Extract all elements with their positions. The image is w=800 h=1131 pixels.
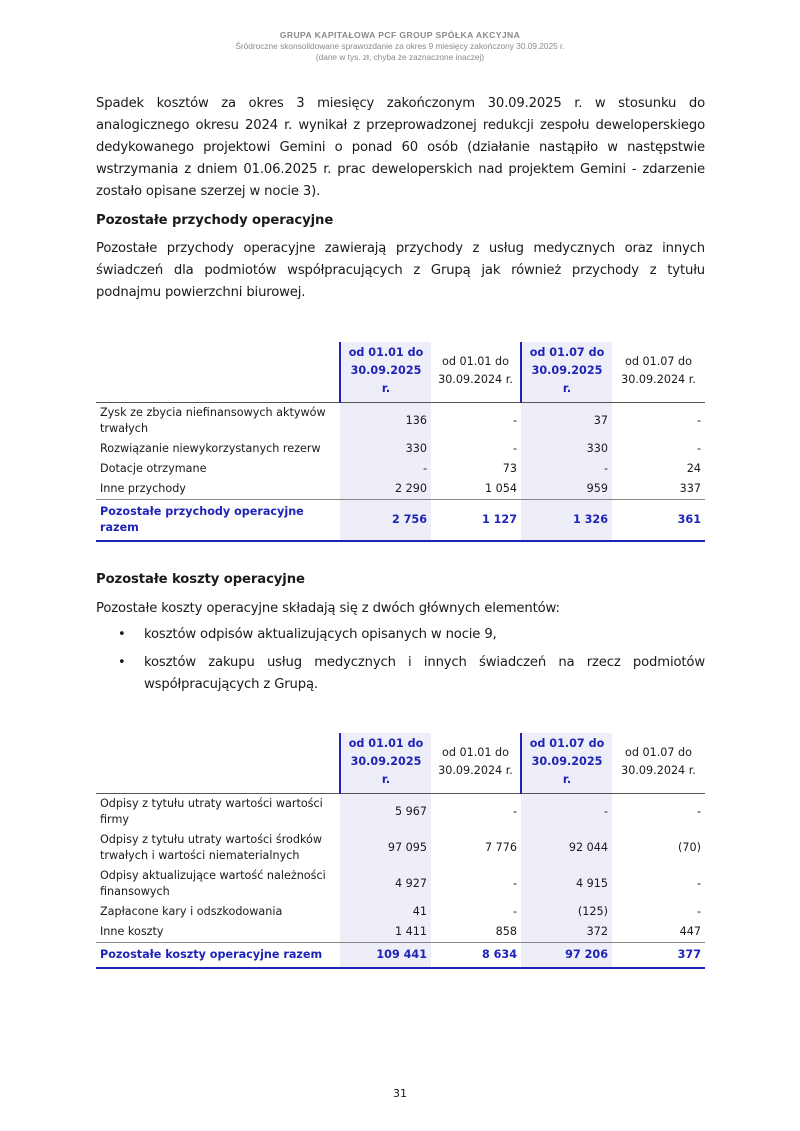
row-label: Zapłacone kary i odszkodowania [100,905,283,918]
income-table-corner [96,342,340,403]
cell-value: 73 [502,462,517,475]
cell-value: - [340,459,431,479]
cell-value: - [512,905,517,918]
cell-value: 136 [340,402,431,439]
cell-value: - [512,414,517,427]
cell-value: - [521,459,612,479]
table-row: Inne koszty 1 411 858 372 447 [96,922,705,943]
income-col-ytd-2025: od 01.01 do 30.09.2025 r. [339,342,431,403]
total-value: 377 [612,942,705,969]
table-row: Odpisy z tytułu utraty wartości środków … [96,830,705,866]
total-value: 97 206 [521,942,612,969]
cell-value: 37 [521,402,612,439]
bullet-icon: • [118,627,126,642]
row-label: Odpisy z tytułu utraty wartości wartości… [100,797,323,826]
cell-value: 97 095 [340,830,431,866]
total-label: Pozostałe przychody operacyjne razem [96,499,340,542]
costs-col-q3-2024: od 01.07 do 30.09.2024 r. [621,746,696,777]
income-col-q3-2025: od 01.07 do 30.09.2025 r. [520,342,612,403]
cell-value: - [521,793,612,830]
table-row: Dotacje otrzymane - 73 - 24 [96,459,705,479]
total-value: 8 634 [431,942,521,969]
cell-value: 92 044 [521,830,612,866]
cell-value: - [696,805,701,818]
row-label: Odpisy z tytułu utraty wartości środków … [100,833,323,862]
table-row: Odpisy aktualizujące wartość należności … [96,866,705,902]
units-note: (dane w tys. zł, chyba że zaznaczone ina… [315,52,485,62]
intro-paragraph: Spadek kosztów za okres 3 miesięcy zakoń… [96,96,705,199]
cell-value: 7 776 [484,841,517,854]
row-label: Odpisy aktualizujące wartość należności … [100,869,326,898]
page-content: Spadek kosztów za okres 3 miesięcy zakoń… [96,93,705,969]
company-name: GRUPA KAPITAŁOWA PCF GROUP SPÓŁKA AKCYJN… [279,30,521,40]
table-row: Zysk ze zbycia niefinansowych aktywów tr… [96,402,705,439]
cell-value: 2 290 [340,479,431,500]
table-row: Zapłacone kary i odszkodowania 41 - (125… [96,902,705,922]
income-col-q3-2024: od 01.07 do 30.09.2024 r. [621,355,696,386]
costs-table-corner [96,733,340,794]
total-value: 109 441 [340,942,431,969]
cell-value: 1 411 [340,922,431,943]
cell-value: 5 967 [340,793,431,830]
costs-col-q3-2025: od 01.07 do 30.09.2025 r. [520,733,612,794]
total-value: 1 127 [431,499,521,542]
row-label: Dotacje otrzymane [100,462,207,475]
income-table-header: od 01.01 do 30.09.2025 r. od 01.01 do 30.0… [96,342,705,403]
cell-value: 858 [495,925,517,938]
cell-value: (70) [678,841,701,854]
income-heading: Pozostałe przychody operacyjne [96,213,334,228]
costs-total-row: Pozostałe koszty operacyjne razem 109 44… [96,942,705,969]
costs-table: od 01.01 do 30.09.2025 r. od 01.01 do 30.0… [96,733,705,969]
cell-value: - [696,905,701,918]
income-paragraph: Pozostałe przychody operacyjne zawierają… [96,241,705,300]
cell-value: 4 915 [521,866,612,902]
costs-bullet-list: • kosztów odpisów aktualizujących opisany… [96,624,705,696]
row-label: Zysk ze zbycia niefinansowych aktywów tr… [100,406,326,435]
cell-value: - [696,414,701,427]
cell-value: - [512,877,517,890]
cell-value: - [512,442,517,455]
cell-value: 4 927 [340,866,431,902]
list-item: • kosztów odpisów aktualizujących opisany… [96,624,705,646]
table-row: Odpisy z tytułu utraty wartości wartości… [96,793,705,830]
cell-value: - [696,442,701,455]
cell-value: (125) [521,902,612,922]
cell-value: 330 [340,439,431,459]
page-header: GRUPA KAPITAŁOWA PCF GROUP SPÓŁKA AKCYJN… [0,29,800,63]
total-value: 361 [612,499,705,542]
total-value: 2 756 [340,499,431,542]
row-label: Inne koszty [100,925,164,938]
row-label: Rozwiązanie niewykorzystanych rezerw [100,442,321,455]
cell-value: 337 [679,482,701,495]
row-label: Inne przychody [100,482,186,495]
cell-value: 959 [521,479,612,500]
cell-value: 372 [521,922,612,943]
cell-value: 330 [521,439,612,459]
cell-value: - [512,805,517,818]
list-item: • kosztów zakupu usług medycznych i innyc… [96,652,705,696]
cell-value: - [696,877,701,890]
costs-table-header: od 01.01 do 30.09.2025 r. od 01.01 do 30.0… [96,733,705,794]
income-col-ytd-2024: od 01.01 do 30.09.2024 r. [438,355,513,386]
total-value: 1 326 [521,499,612,542]
table-row: Rozwiązanie niewykorzystanych rezerw 330… [96,439,705,459]
cell-value: 447 [679,925,701,938]
income-total-row: Pozostałe przychody operacyjne razem 2 7… [96,499,705,542]
page-number: 31 [393,1087,407,1100]
costs-col-ytd-2024: od 01.01 do 30.09.2024 r. [438,746,513,777]
costs-heading: Pozostałe koszty operacyjne [96,572,305,587]
cell-value: 1 054 [484,482,517,495]
costs-paragraph: Pozostałe koszty operacyjne składają się… [96,601,560,616]
total-label: Pozostałe koszty operacyjne razem [96,942,340,969]
costs-col-ytd-2025: od 01.01 do 30.09.2025 r. [339,733,431,794]
bullet-icon: • [118,655,126,670]
report-title: Śródroczne skonsolidowane sprawozdanie z… [235,41,565,51]
income-table: od 01.01 do 30.09.2025 r. od 01.01 do 30.0… [96,342,705,542]
cell-value: 24 [686,462,701,475]
cell-value: 41 [340,902,431,922]
table-row: Inne przychody 2 290 1 054 959 337 [96,479,705,500]
